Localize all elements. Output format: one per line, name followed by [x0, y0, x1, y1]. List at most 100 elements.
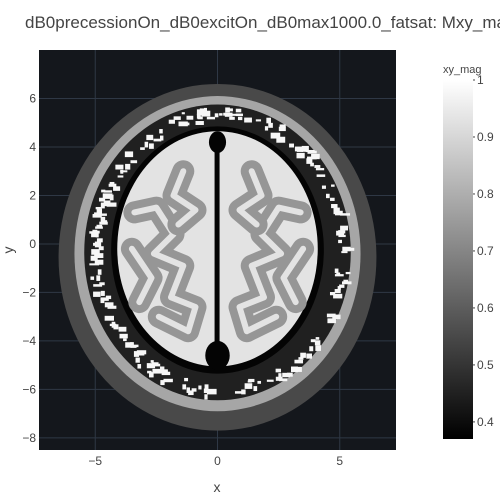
fat-speckle — [334, 289, 341, 294]
fat-speckle — [186, 387, 190, 393]
fat-speckle — [123, 338, 127, 342]
fat-speckle — [306, 158, 313, 164]
fat-speckle — [296, 148, 305, 151]
fat-speckle — [89, 263, 100, 266]
fat-speckle — [147, 370, 152, 374]
white-matter-core — [170, 168, 199, 228]
fat-speckle — [118, 326, 127, 332]
y-tick-label: −2 — [22, 285, 36, 299]
fat-speckle — [102, 193, 113, 199]
y-axis-label: y — [0, 247, 16, 254]
fat-speckle — [338, 230, 346, 234]
fat-speckle — [109, 181, 115, 185]
fat-speckle — [125, 163, 131, 170]
fat-speckle — [341, 251, 348, 254]
fat-speckle — [173, 116, 181, 120]
colorbar-tick-label: 0.5 — [477, 358, 494, 372]
fat-speckle — [196, 109, 205, 116]
fat-speckle — [315, 345, 322, 351]
fat-speckle — [184, 377, 189, 382]
fat-speckle — [294, 359, 304, 364]
x-tick-label: −5 — [88, 454, 102, 468]
fat-speckle — [334, 268, 339, 274]
fat-speckle — [185, 122, 190, 126]
fat-speckle — [104, 302, 114, 308]
fat-speckle — [229, 116, 235, 120]
fat-speckle — [103, 190, 113, 193]
fat-speckle — [159, 129, 163, 134]
colorbar-tick-label: 1 — [477, 73, 484, 87]
y-tick-label: −6 — [22, 382, 36, 396]
fat-speckle — [98, 246, 104, 251]
fat-speckle — [113, 186, 121, 191]
fat-speckle — [196, 113, 201, 119]
fat-speckle — [96, 208, 103, 215]
fat-speckle — [330, 197, 335, 201]
fat-speckle — [343, 279, 349, 283]
x-axis-ticks: −5 0 5 — [88, 454, 343, 468]
fat-speckle — [340, 213, 351, 216]
fat-speckle — [93, 284, 103, 287]
fat-speckle — [163, 378, 173, 383]
fat-speckle — [105, 295, 112, 300]
fat-speckle — [340, 225, 349, 231]
fat-speckle — [159, 135, 164, 141]
fat-speckle — [115, 164, 124, 170]
fat-speckle — [100, 216, 106, 221]
heatmap-image — [58, 83, 377, 431]
fat-speckle — [99, 221, 108, 225]
colorbar — [443, 80, 473, 439]
fat-speckle — [117, 175, 124, 178]
fat-speckle — [159, 366, 165, 371]
y-tick-label: 6 — [29, 91, 36, 105]
fat-speckle — [255, 119, 262, 122]
fat-speckle — [146, 363, 156, 369]
fat-speckle — [329, 291, 336, 296]
fat-speckle — [97, 213, 107, 216]
fat-speckle — [100, 299, 105, 304]
fat-speckle — [96, 238, 103, 243]
fat-speckle — [325, 193, 330, 199]
fat-speckle — [195, 121, 204, 125]
fat-speckle — [135, 357, 140, 363]
fat-speckle — [278, 378, 288, 382]
fat-speckle — [152, 368, 162, 374]
y-tick-label: −8 — [22, 431, 36, 445]
fat-speckle — [186, 115, 194, 120]
fat-speckle — [341, 281, 352, 285]
fat-speckle — [326, 313, 336, 318]
fat-speckle — [336, 272, 341, 275]
fat-speckle — [219, 113, 223, 116]
fat-speckle — [204, 384, 209, 390]
fat-speckle — [100, 202, 104, 208]
fat-speckle — [201, 110, 211, 117]
fat-speckle — [334, 274, 344, 277]
fat-speckle — [178, 121, 188, 127]
fat-speckle — [191, 388, 197, 392]
fat-speckle — [90, 276, 95, 280]
fat-speckle — [276, 136, 286, 143]
midline-fissure — [214, 134, 220, 370]
fat-speckle — [204, 394, 208, 400]
fat-speckle — [248, 378, 255, 383]
fat-speckle — [109, 194, 114, 201]
fat-speckle — [120, 170, 128, 173]
fat-speckle — [307, 150, 317, 154]
x-tick-label: 5 — [336, 454, 343, 468]
fat-speckle — [296, 152, 305, 159]
chart-title: dB0precessionOn_dB0excitOn_dB0max1000.0_… — [25, 13, 500, 32]
fat-speckle — [152, 362, 159, 366]
fat-speckle — [278, 126, 286, 132]
fat-speckle — [298, 357, 304, 360]
white-matter-core — [131, 204, 199, 335]
fat-speckle — [206, 388, 217, 395]
fat-speckle — [124, 151, 134, 158]
fat-speckle — [293, 366, 302, 372]
fat-speckle — [125, 342, 132, 348]
fat-speckle — [282, 372, 291, 378]
fat-speckle — [146, 134, 154, 141]
fat-speckle — [153, 138, 162, 142]
colorbar-tick-label: 0.6 — [477, 301, 494, 315]
fat-speckle — [311, 153, 320, 160]
fat-speckle — [106, 202, 117, 207]
